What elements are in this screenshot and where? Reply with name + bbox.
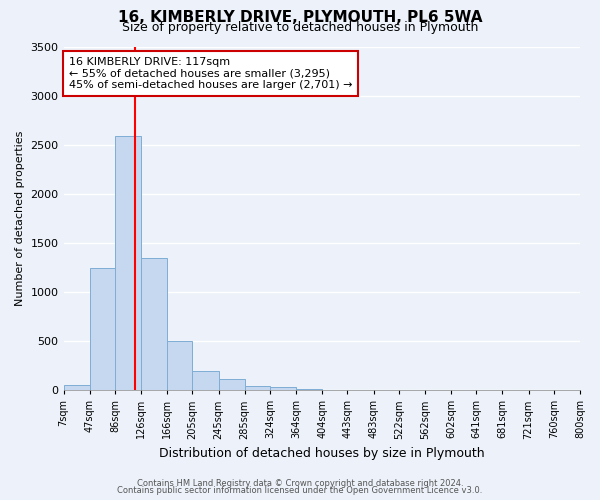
Bar bbox=[270, 387, 296, 390]
Bar bbox=[193, 371, 218, 390]
Bar bbox=[296, 389, 322, 390]
Bar bbox=[115, 136, 141, 390]
Bar bbox=[89, 268, 115, 390]
Text: Size of property relative to detached houses in Plymouth: Size of property relative to detached ho… bbox=[122, 21, 478, 34]
Bar bbox=[245, 386, 270, 390]
Bar bbox=[141, 258, 167, 390]
Bar bbox=[218, 380, 245, 390]
Text: 16, KIMBERLY DRIVE, PLYMOUTH, PL6 5WA: 16, KIMBERLY DRIVE, PLYMOUTH, PL6 5WA bbox=[118, 10, 482, 25]
Bar bbox=[64, 385, 89, 390]
Text: Contains public sector information licensed under the Open Government Licence v3: Contains public sector information licen… bbox=[118, 486, 482, 495]
Y-axis label: Number of detached properties: Number of detached properties bbox=[15, 130, 25, 306]
X-axis label: Distribution of detached houses by size in Plymouth: Distribution of detached houses by size … bbox=[159, 447, 485, 460]
Text: 16 KIMBERLY DRIVE: 117sqm
← 55% of detached houses are smaller (3,295)
45% of se: 16 KIMBERLY DRIVE: 117sqm ← 55% of detac… bbox=[69, 57, 352, 90]
Text: Contains HM Land Registry data © Crown copyright and database right 2024.: Contains HM Land Registry data © Crown c… bbox=[137, 478, 463, 488]
Bar bbox=[167, 341, 193, 390]
